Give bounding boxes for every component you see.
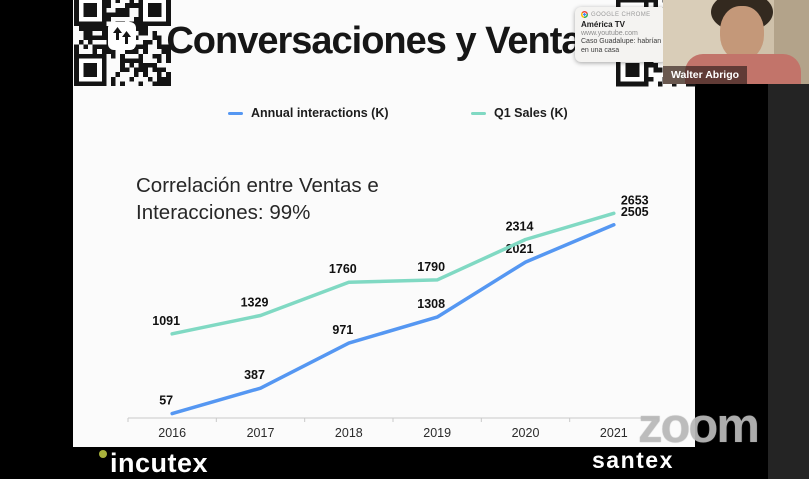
svg-text:1760: 1760	[329, 262, 357, 276]
incutex-logo-text: incutex	[110, 448, 209, 478]
presentation-slide: Conversaciones y Ventas Annual interacti…	[73, 0, 700, 447]
svg-text:2020: 2020	[512, 426, 540, 440]
svg-text:387: 387	[244, 368, 265, 382]
notification-app-name: GOOGLE CHROME	[591, 11, 651, 18]
correlation-text: Correlación entre Ventas e Interacciones…	[136, 172, 379, 226]
svg-text:2653: 2653	[621, 193, 649, 207]
legend-swatch-teal	[471, 111, 486, 115]
svg-text:2021: 2021	[600, 426, 628, 440]
line-chart: 2016 2017 2018 2019 2020 2021 57 387 971 1308 2021…	[127, 193, 659, 440]
notification-source-url: www.youtube.com	[581, 30, 638, 37]
svg-text:971: 971	[332, 323, 353, 337]
santex-logo: santex	[592, 447, 674, 473]
right-panel-strip	[768, 84, 809, 479]
qr-code	[74, 0, 171, 86]
svg-text:1329: 1329	[241, 295, 269, 309]
svg-text:1308: 1308	[417, 297, 445, 311]
legend-item-annual-interactions: Annual interactions (K)	[228, 106, 389, 120]
svg-text:2019: 2019	[423, 426, 451, 440]
chart-legend: Annual interactions (K) Q1 Sales (K)	[73, 106, 695, 126]
svg-text:2314: 2314	[506, 219, 534, 233]
double-arrow-icon	[113, 27, 131, 44]
svg-text:2016: 2016	[158, 426, 186, 440]
zoom-watermark: zoom	[638, 399, 760, 453]
chrome-icon	[581, 11, 588, 18]
svg-text:2021: 2021	[506, 242, 534, 256]
incutex-logo: incutex	[99, 448, 208, 479]
participant-video[interactable]: Walter Abrigo	[663, 0, 809, 84]
incutex-dot-icon	[99, 450, 107, 458]
correlation-line-1: Correlación entre Ventas e	[136, 174, 379, 197]
notification-title: América TV	[581, 20, 626, 29]
slide-title: Conversaciones y Ventas	[166, 20, 602, 62]
legend-swatch-blue	[228, 111, 243, 115]
legend-item-q1-sales: Q1 Sales (K)	[471, 106, 568, 120]
participant-face	[720, 6, 764, 60]
svg-text:2505: 2505	[621, 205, 649, 219]
participant-name-label: Walter Abrigo	[663, 66, 748, 84]
notification-body-line-2: en una casa	[581, 46, 620, 54]
legend-label: Annual interactions (K)	[251, 106, 389, 120]
svg-text:2017: 2017	[247, 426, 275, 440]
svg-text:1091: 1091	[152, 314, 180, 328]
notification-body-line-1: Caso Guadalupe: habrían	[581, 38, 662, 45]
svg-text:1790: 1790	[417, 260, 445, 274]
svg-text:2018: 2018	[335, 426, 363, 440]
chrome-notification[interactable]: GOOGLE CHROME América TV www.youtube.com…	[575, 7, 667, 62]
svg-text:57: 57	[159, 394, 173, 408]
legend-label: Q1 Sales (K)	[494, 106, 568, 120]
notification-header: GOOGLE CHROME	[581, 11, 661, 18]
correlation-line-2: Interacciones: 99%	[136, 201, 311, 225]
qr-center-logo-icon	[108, 22, 136, 50]
